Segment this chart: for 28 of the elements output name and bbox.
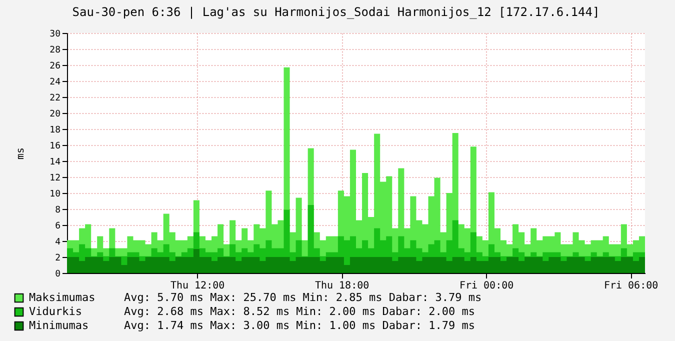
text: Avg: 2.68 ms Max: 8.52 ms Min: 2.00 ms Dabar: 2.00 ms <box>124 305 475 318</box>
y-tick-label: 26 <box>50 62 60 72</box>
y-axis-title: ms <box>16 147 27 160</box>
y-tick-label: 30 <box>50 30 60 40</box>
y-tick-label: 28 <box>50 46 60 56</box>
y-tick-label: 12 <box>50 174 60 184</box>
y-tick-label: 14 <box>50 158 60 168</box>
y-tick-label: 16 <box>50 142 60 152</box>
text: Avg: 1.74 ms Max: 3.00 ms Min: 1.00 ms Dabar: 1.79 ms <box>124 319 475 332</box>
y-tick-label: 22 <box>50 94 60 104</box>
chart-title: Sau-30-pen 6:36 | Lag'as su Harmonijos_Sodai Harmonijos_12 [172.17.6.144] <box>72 5 600 19</box>
y-tick-label: 0 <box>55 270 60 280</box>
legend-label: Maksimumas <box>29 291 96 304</box>
x-tick-label: Thu 12:00 <box>170 280 225 292</box>
x-tick-label: Fri 06:00 <box>604 280 658 292</box>
x-tick-label: Fri 00:00 <box>459 280 514 292</box>
legend-label: Minimumas <box>29 319 89 332</box>
y-tick-label: 10 <box>50 190 60 200</box>
y-tick-label: 6 <box>55 222 60 232</box>
y-tick-label: 18 <box>50 126 60 136</box>
legend-label: Vidurkis <box>29 305 82 318</box>
y-tick-label: 8 <box>55 206 60 216</box>
y-tick-label: 4 <box>55 238 60 248</box>
y-tick-label: 24 <box>50 78 60 88</box>
x-tick-label: Thu 18:00 <box>314 280 370 292</box>
y-tick-label: 20 <box>50 110 60 120</box>
text: Avg: 5.70 ms Max: 25.70 ms Min: 2.85 ms Dabar: 3.79 ms <box>124 291 482 304</box>
y-tick-label: 2 <box>55 254 60 264</box>
